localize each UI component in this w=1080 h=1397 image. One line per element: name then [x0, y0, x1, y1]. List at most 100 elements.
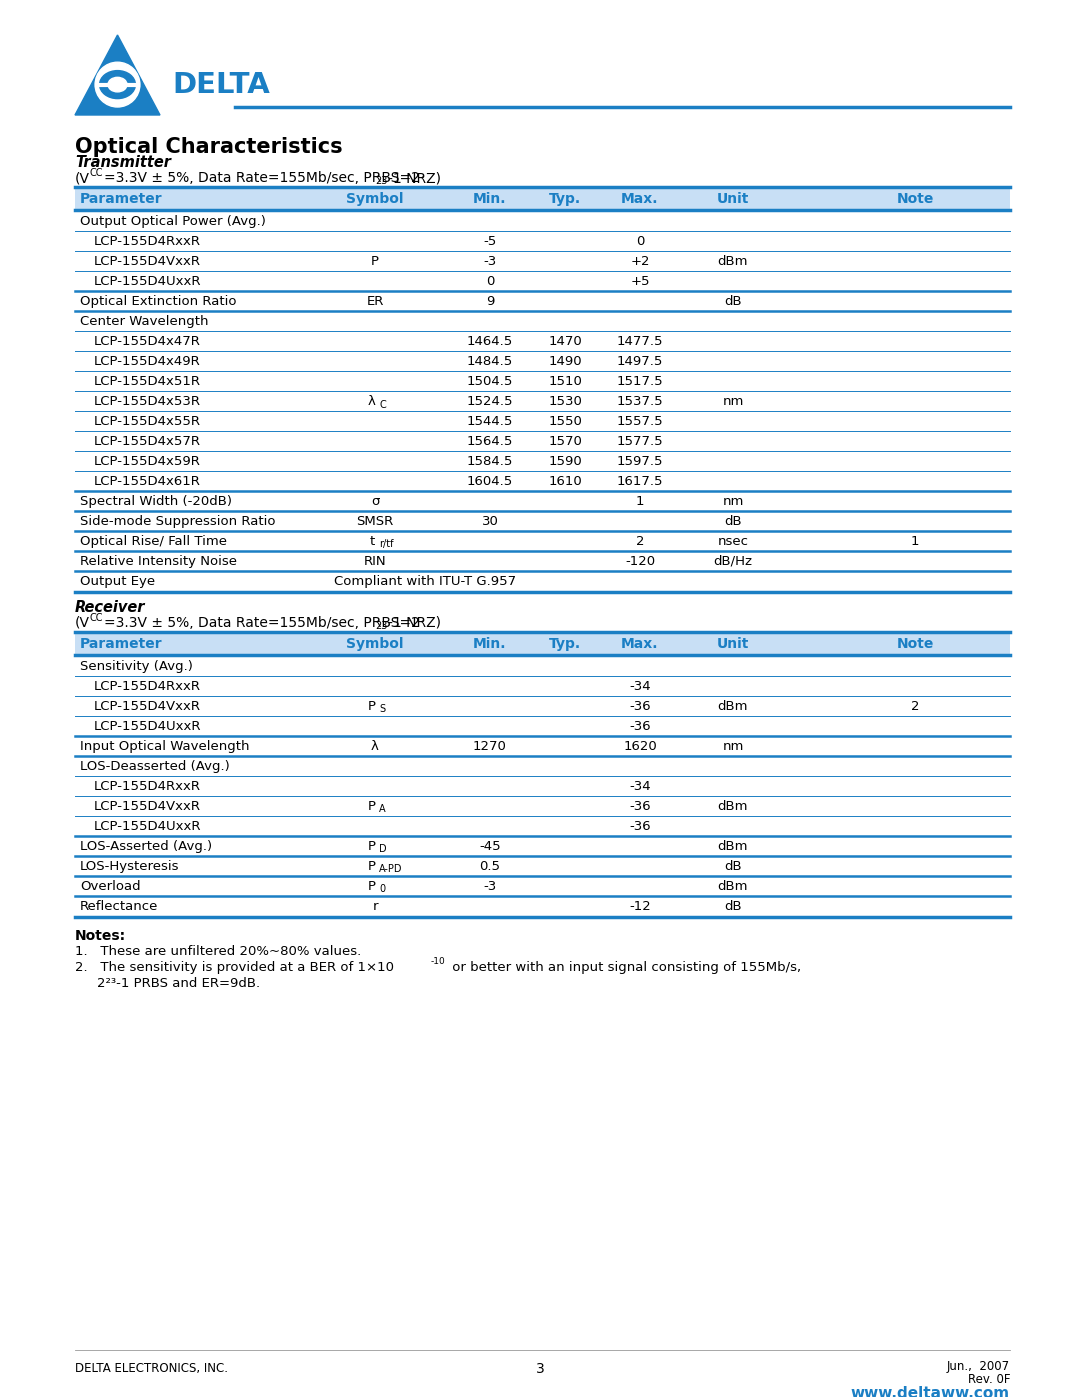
Text: dBm: dBm [718, 256, 748, 268]
Text: 1610: 1610 [549, 475, 582, 488]
Text: dB/Hz: dB/Hz [714, 555, 753, 569]
Text: nm: nm [723, 495, 744, 509]
Text: Typ.: Typ. [549, 637, 581, 651]
Text: LCP-155D4x53R: LCP-155D4x53R [94, 395, 201, 408]
Text: 1620: 1620 [623, 740, 657, 753]
Text: P: P [368, 700, 376, 712]
Text: 1504.5: 1504.5 [467, 374, 513, 388]
Text: 1484.5: 1484.5 [467, 355, 513, 367]
Text: 23: 23 [375, 622, 388, 631]
Text: 1497.5: 1497.5 [617, 355, 663, 367]
Text: 2: 2 [910, 700, 919, 712]
Text: P: P [368, 861, 376, 873]
Text: -3: -3 [484, 880, 497, 893]
Text: 1564.5: 1564.5 [467, 434, 513, 448]
Text: 9: 9 [486, 295, 495, 307]
Text: LCP-155D4VxxR: LCP-155D4VxxR [94, 256, 201, 268]
Text: -3: -3 [484, 256, 497, 268]
Text: Relative Intensity Noise: Relative Intensity Noise [80, 555, 237, 569]
Text: Optical Rise/ Fall Time: Optical Rise/ Fall Time [80, 535, 227, 548]
Text: =3.3V ± 5%, Data Rate=155Mb/sec, PRBS=2: =3.3V ± 5%, Data Rate=155Mb/sec, PRBS=2 [104, 170, 420, 184]
Text: Min.: Min. [473, 191, 507, 205]
Text: (V: (V [75, 616, 90, 630]
Text: dBm: dBm [718, 840, 748, 854]
Text: dBm: dBm [718, 880, 748, 893]
Text: Min.: Min. [473, 637, 507, 651]
Text: 30: 30 [482, 515, 499, 528]
Text: 1590: 1590 [549, 455, 582, 468]
Text: Output Eye: Output Eye [80, 576, 156, 588]
Text: Symbol: Symbol [347, 191, 404, 205]
Text: 1477.5: 1477.5 [617, 335, 663, 348]
Text: 1510: 1510 [548, 374, 582, 388]
Text: Spectral Width (-20dB): Spectral Width (-20dB) [80, 495, 232, 509]
Text: dB: dB [725, 515, 742, 528]
Text: Parameter: Parameter [80, 191, 163, 205]
Text: nm: nm [723, 740, 744, 753]
Text: C: C [379, 400, 386, 409]
Text: Note: Note [896, 637, 934, 651]
Text: -34: -34 [630, 780, 651, 793]
Text: RIN: RIN [364, 555, 387, 569]
Text: LCP-155D4x57R: LCP-155D4x57R [94, 434, 201, 448]
Text: -36: -36 [630, 800, 651, 813]
Bar [75, 189, 1010, 210]
Ellipse shape [99, 71, 135, 99]
Text: P: P [368, 800, 376, 813]
Text: -1 NRZ): -1 NRZ) [388, 616, 441, 630]
Text: r: r [373, 900, 378, 914]
Text: LCP-155D4x61R: LCP-155D4x61R [94, 475, 201, 488]
Text: Input Optical Wavelength: Input Optical Wavelength [80, 740, 249, 753]
Bar [75, 633, 1010, 655]
Text: 1557.5: 1557.5 [617, 415, 663, 427]
Text: -34: -34 [630, 680, 651, 693]
Text: r/tf: r/tf [379, 539, 393, 549]
Text: Typ.: Typ. [549, 191, 581, 205]
Text: 1584.5: 1584.5 [467, 455, 513, 468]
Text: nm: nm [723, 395, 744, 408]
Text: Max.: Max. [621, 191, 659, 205]
Text: Notes:: Notes: [75, 929, 126, 943]
Text: Reflectance: Reflectance [80, 900, 159, 914]
Text: LCP-155D4RxxR: LCP-155D4RxxR [94, 780, 201, 793]
Text: 1490: 1490 [549, 355, 582, 367]
Text: dB: dB [725, 900, 742, 914]
Text: LCP-155D4x55R: LCP-155D4x55R [94, 415, 201, 427]
Text: 1470: 1470 [549, 335, 582, 348]
Text: -10: -10 [431, 957, 446, 965]
Text: LCP-155D4RxxR: LCP-155D4RxxR [94, 235, 201, 249]
Text: LCP-155D4UxxR: LCP-155D4UxxR [94, 275, 202, 288]
Text: or better with an input signal consisting of 155Mb/s,: or better with an input signal consistin… [448, 961, 801, 974]
Text: Unit: Unit [717, 191, 750, 205]
Text: σ: σ [370, 495, 379, 509]
Text: Transmitter: Transmitter [75, 155, 171, 170]
Text: -36: -36 [630, 700, 651, 712]
Text: Symbol: Symbol [347, 637, 404, 651]
Text: LCP-155D4x47R: LCP-155D4x47R [94, 335, 201, 348]
Text: t: t [369, 535, 375, 548]
Text: LCP-155D4UxxR: LCP-155D4UxxR [94, 719, 202, 733]
Text: Compliant with ITU-T G.957: Compliant with ITU-T G.957 [334, 576, 516, 588]
Text: 0: 0 [486, 275, 495, 288]
Text: P: P [368, 880, 376, 893]
Text: Parameter: Parameter [80, 637, 163, 651]
Text: LOS-Hysteresis: LOS-Hysteresis [80, 861, 179, 873]
Text: ER: ER [366, 295, 383, 307]
Text: D: D [379, 845, 387, 855]
Text: -5: -5 [484, 235, 497, 249]
Text: P: P [368, 840, 376, 854]
Text: 1524.5: 1524.5 [467, 395, 513, 408]
Text: 1530: 1530 [548, 395, 582, 408]
Text: dB: dB [725, 295, 742, 307]
Text: A: A [379, 805, 386, 814]
Text: Optical Characteristics: Optical Characteristics [75, 137, 342, 156]
Text: Note: Note [896, 191, 934, 205]
Text: 1617.5: 1617.5 [617, 475, 663, 488]
Text: Jun.,  2007: Jun., 2007 [947, 1361, 1010, 1373]
Text: www.deltaww.com: www.deltaww.com [851, 1386, 1010, 1397]
Text: Unit: Unit [717, 637, 750, 651]
Text: dBm: dBm [718, 800, 748, 813]
Text: 1464.5: 1464.5 [467, 335, 513, 348]
Text: Overload: Overload [80, 880, 140, 893]
Text: CC: CC [89, 613, 103, 623]
